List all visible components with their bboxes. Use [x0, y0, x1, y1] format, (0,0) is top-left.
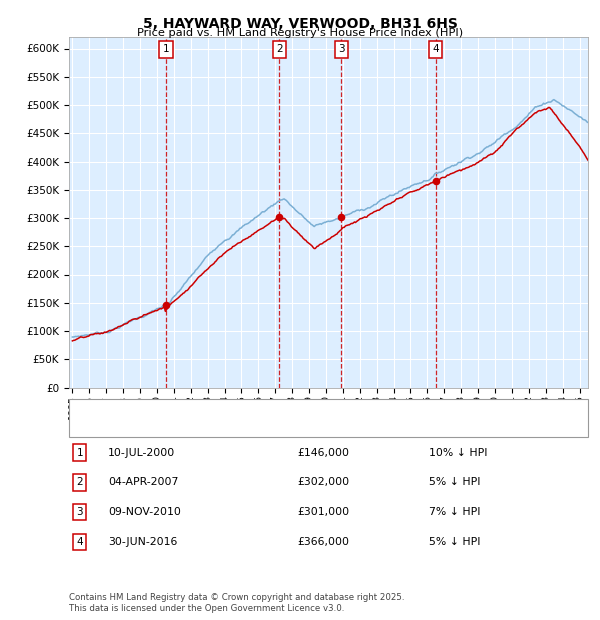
Text: 04-APR-2007: 04-APR-2007: [108, 477, 178, 487]
Text: £302,000: £302,000: [297, 477, 349, 487]
Text: 5% ↓ HPI: 5% ↓ HPI: [429, 477, 481, 487]
Text: 10-JUL-2000: 10-JUL-2000: [108, 448, 175, 458]
Text: 10% ↓ HPI: 10% ↓ HPI: [429, 448, 487, 458]
Text: 7% ↓ HPI: 7% ↓ HPI: [429, 507, 481, 517]
Text: Contains HM Land Registry data © Crown copyright and database right 2025.
This d: Contains HM Land Registry data © Crown c…: [69, 593, 404, 613]
Text: 5, HAYWARD WAY, VERWOOD, BH31 6HS (detached house): 5, HAYWARD WAY, VERWOOD, BH31 6HS (detac…: [108, 402, 415, 412]
Text: Price paid vs. HM Land Registry's House Price Index (HPI): Price paid vs. HM Land Registry's House …: [137, 28, 463, 38]
Text: 30-JUN-2016: 30-JUN-2016: [108, 537, 178, 547]
Text: 2: 2: [76, 477, 83, 487]
Text: 5% ↓ HPI: 5% ↓ HPI: [429, 537, 481, 547]
Text: 5, HAYWARD WAY, VERWOOD, BH31 6HS: 5, HAYWARD WAY, VERWOOD, BH31 6HS: [143, 17, 457, 32]
Text: ——: ——: [78, 422, 103, 434]
Text: 4: 4: [433, 45, 439, 55]
Text: 3: 3: [76, 507, 83, 517]
Text: 3: 3: [338, 45, 345, 55]
Text: ——: ——: [78, 401, 103, 413]
Text: 1: 1: [76, 448, 83, 458]
Text: HPI: Average price, detached house, Dorset: HPI: Average price, detached house, Dors…: [108, 423, 335, 433]
Text: £146,000: £146,000: [297, 448, 349, 458]
Text: 2: 2: [276, 45, 283, 55]
Text: £366,000: £366,000: [297, 537, 349, 547]
Text: 4: 4: [76, 537, 83, 547]
Text: £301,000: £301,000: [297, 507, 349, 517]
Text: 1: 1: [163, 45, 169, 55]
Text: 09-NOV-2010: 09-NOV-2010: [108, 507, 181, 517]
